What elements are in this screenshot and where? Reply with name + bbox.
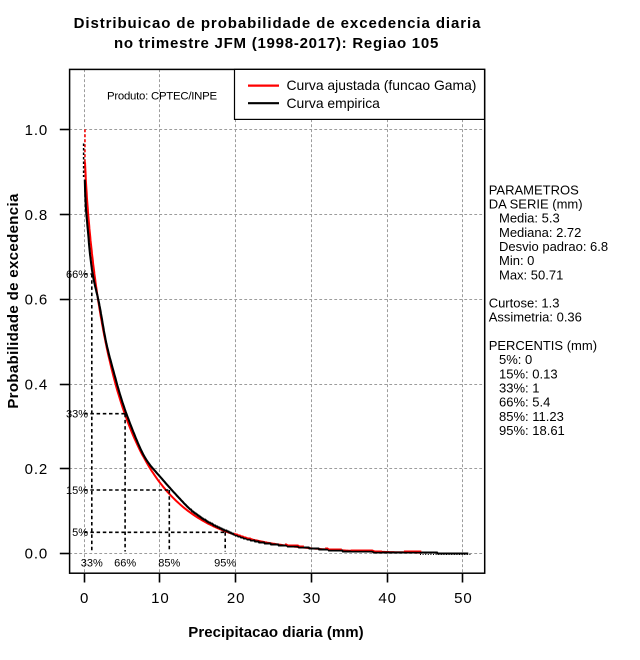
svg-text:0.6: 0.6 <box>25 292 49 309</box>
svg-text:33%: 33% <box>81 558 103 570</box>
svg-text:50: 50 <box>454 590 473 607</box>
svg-text:5%: 0: 5%: 0 <box>499 352 532 367</box>
svg-text:Produto: CPTEC/INPE: Produto: CPTEC/INPE <box>107 91 217 103</box>
svg-text:Precipitacao diaria (mm): Precipitacao diaria (mm) <box>188 624 363 641</box>
svg-text:Curva ajustada (funcao Gama): Curva ajustada (funcao Gama) <box>287 77 477 93</box>
svg-text:5%: 5% <box>72 527 88 539</box>
svg-text:33%: 33% <box>66 409 88 421</box>
svg-text:66%: 5.4: 66%: 5.4 <box>499 395 550 410</box>
svg-text:Desvio padrao: 6.8: Desvio padrao: 6.8 <box>499 239 608 254</box>
svg-text:20: 20 <box>227 590 246 607</box>
svg-text:85%: 85% <box>158 558 180 570</box>
svg-text:PERCENTIS (mm): PERCENTIS (mm) <box>489 338 597 353</box>
svg-text:15%: 15% <box>66 485 88 497</box>
svg-text:DA SERIE (mm): DA SERIE (mm) <box>489 197 583 212</box>
svg-text:0.0: 0.0 <box>25 546 49 563</box>
svg-text:0.8: 0.8 <box>25 207 49 224</box>
svg-text:66%: 66% <box>66 269 88 281</box>
svg-text:95%: 95% <box>214 558 236 570</box>
svg-text:Media: 5.3: Media: 5.3 <box>499 211 560 226</box>
svg-text:Mediana: 2.72: Mediana: 2.72 <box>499 225 581 240</box>
svg-text:30: 30 <box>303 590 322 607</box>
svg-text:85%: 11.23: 85%: 11.23 <box>499 409 564 424</box>
svg-text:Assimetria: 0.36: Assimetria: 0.36 <box>489 310 582 325</box>
svg-text:95%: 18.61: 95%: 18.61 <box>499 423 565 438</box>
svg-text:0: 0 <box>80 590 89 607</box>
svg-text:1.0: 1.0 <box>25 122 49 139</box>
svg-text:0.2: 0.2 <box>25 461 49 478</box>
svg-text:66%: 66% <box>114 558 136 570</box>
svg-text:Probabilidade de excedencia: Probabilidade de excedencia <box>5 193 22 409</box>
svg-text:PARAMETROS: PARAMETROS <box>489 182 579 197</box>
svg-text:no trimestre JFM (1998-2017):: no trimestre JFM (1998-2017): Regiao 105 <box>114 35 439 52</box>
svg-text:0.4: 0.4 <box>25 376 49 393</box>
svg-text:40: 40 <box>378 590 397 607</box>
svg-text:15%: 0.13: 15%: 0.13 <box>499 366 558 381</box>
svg-text:Distribuicao de probabilidade: Distribuicao de probabilidade de exceden… <box>74 15 482 32</box>
svg-text:Min: 0: Min: 0 <box>499 253 534 268</box>
svg-text:33%: 1: 33%: 1 <box>499 381 539 396</box>
svg-text:Max: 50.71: Max: 50.71 <box>499 267 563 282</box>
svg-text:Curva empirica: Curva empirica <box>287 95 381 111</box>
svg-text:10: 10 <box>151 590 170 607</box>
svg-text:Curtose: 1.3: Curtose: 1.3 <box>489 296 560 311</box>
